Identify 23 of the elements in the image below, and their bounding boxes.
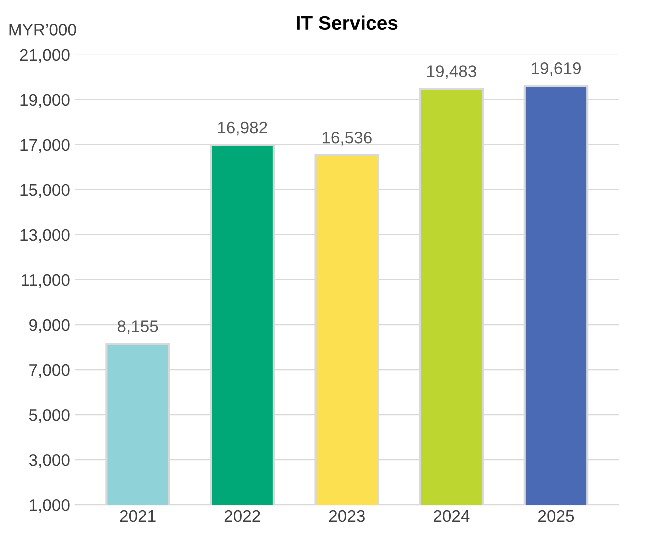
y-axis-title: MYR’000	[10, 24, 76, 36]
y-tick-label: 15,000	[20, 184, 70, 198]
data-label: 8,155	[118, 320, 158, 334]
data-label: 16,982	[218, 122, 268, 136]
chart-title: IT Services	[297, 16, 398, 30]
y-tick-label: 1,000	[30, 499, 70, 514]
y-tick-label: 19,000	[20, 94, 70, 108]
x-tick-label: 2021	[120, 510, 156, 522]
y-tick-label: 3,000	[29, 454, 70, 468]
x-tick-label: 2022	[224, 510, 260, 522]
x-tick-label: 2023	[329, 510, 365, 522]
y-tick-label: 11,000	[22, 274, 70, 288]
y-tick-label: 21,000	[20, 49, 70, 64]
y-tick-label: 13,000	[20, 229, 70, 244]
data-label: 16,536	[322, 132, 372, 146]
data-label: 19,483	[427, 66, 476, 80]
y-tick-label: 9,000	[30, 319, 70, 334]
y-tick-label: 17,000	[20, 139, 70, 154]
y-tick-label: 7,000	[30, 364, 70, 378]
x-tick-label: 2025	[538, 510, 574, 522]
x-tick-label: 2024	[434, 510, 470, 522]
data-label: 19,619	[532, 62, 581, 76]
y-tick-label: 5,000	[29, 409, 70, 424]
